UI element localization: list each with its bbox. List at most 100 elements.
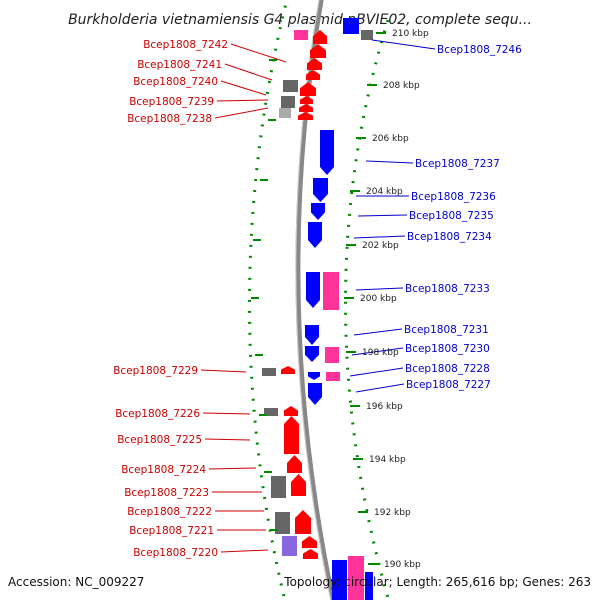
kbp-label-7: 196 kbp: [366, 402, 403, 412]
feature-other-26: [262, 368, 276, 376]
feature-violet-36: [282, 536, 297, 556]
leader-line-Bcep1808_7233: [355, 287, 404, 291]
kbp-label-2: 206 kbp: [372, 134, 409, 144]
feature-reverse-cds-39: [332, 560, 347, 600]
kbp-label-10: 190 kbp: [384, 560, 421, 570]
gene-label-Bcep1808_7225: Bcep1808_7225: [117, 434, 202, 446]
kbp-tick-labels: 210 kbp 208 kbp 206 kbp 204 kbp 202 kbp 200 k…: [344, 29, 429, 570]
map-title: Burkholderia vietnamiensis G4 plasmid pB…: [68, 12, 532, 28]
gene-label-Bcep1808_7236: Bcep1808_7236: [411, 191, 496, 203]
gene-label-Bcep1808_7237: Bcep1808_7237: [415, 158, 500, 170]
kbp-label-5: 200 kbp: [360, 294, 397, 304]
feature-other-34: [275, 512, 290, 534]
accession-text: Accession: NC_009227: [8, 575, 144, 589]
feature-forward-cds-10: [300, 96, 313, 104]
feature-other-7: [283, 80, 298, 92]
leader-line-Bcep1808_7234: [353, 235, 406, 239]
feature-reverse-cds-25: [308, 383, 322, 405]
gene-label-Bcep1808_7241: Bcep1808_7241: [137, 59, 222, 71]
kbp-label-0: 210 kbp: [392, 29, 429, 39]
feature-reverse-cds-17: [308, 222, 322, 248]
gene-label-Bcep1808_7228: Bcep1808_7228: [405, 363, 490, 375]
gene-label-Bcep1808_7227: Bcep1808_7227: [406, 379, 491, 391]
gene-label-Bcep1808_7235: Bcep1808_7235: [409, 210, 494, 222]
feature-rna-24: [326, 372, 340, 381]
gene-label-Bcep1808_7229: Bcep1808_7229: [113, 365, 198, 377]
kbp-label-1: 208 kbp: [383, 81, 420, 91]
feature-rna-22: [325, 347, 339, 363]
gene-label-Bcep1808_7221: Bcep1808_7221: [129, 525, 214, 537]
leader-line-Bcep1808_7228: [349, 367, 404, 377]
feature-reverse-cds-15: [313, 178, 328, 202]
feature-forward-cds-8: [300, 82, 316, 96]
leader-line-Bcep1808_7235: [357, 214, 408, 217]
leader-line-Bcep1808_7227: [355, 383, 405, 393]
gene-label-Bcep1808_7223: Bcep1808_7223: [124, 487, 209, 499]
feature-forward-cds-2: [310, 44, 326, 58]
kbp-label-6: 198 kbp: [362, 348, 399, 358]
feature-forward-cds-37: [302, 536, 317, 548]
leader-line-Bcep1808_7246: [371, 39, 436, 50]
gene-label-Bcep1808_7220: Bcep1808_7220: [133, 547, 218, 559]
kbp-label-9: 192 kbp: [374, 508, 411, 518]
gene-label-Bcep1808_7238: Bcep1808_7238: [127, 113, 212, 125]
feature-rna-19: [323, 272, 339, 310]
inner-tick-arc: [248, 0, 289, 600]
feature-reverse-cds-41: [365, 572, 373, 600]
feature-other-6: [361, 30, 373, 40]
leader-line-Bcep1808_7240: [220, 80, 267, 96]
leader-line-Bcep1808_7220: [220, 549, 269, 553]
feature-track: [251, 18, 373, 600]
summary-text: Topology: circular; Length: 265,616 bp; …: [283, 575, 591, 589]
feature-reverse-cds-23: [308, 372, 320, 380]
feature-reverse-cds-14: [320, 130, 334, 175]
backbone-arc-highlight: [295, 0, 332, 600]
outer-tick-arc: [344, 19, 391, 600]
label-leaders: [200, 39, 436, 553]
feature-reverse-cds-5: [343, 18, 359, 34]
gene-label-Bcep1808_7240: Bcep1808_7240: [133, 76, 218, 88]
feature-forward-cds-4: [306, 70, 320, 80]
feature-reverse-cds-20: [305, 325, 319, 345]
feature-forward-cds-35: [295, 510, 311, 534]
leader-line-Bcep1808_7226: [202, 412, 251, 415]
feature-forward-cds-29: [284, 406, 298, 416]
feature-rna-0: [294, 30, 308, 40]
gene-label-Bcep1808_7230: Bcep1808_7230: [405, 343, 490, 355]
feature-reverse-cds-18: [306, 272, 320, 308]
gene-label-Bcep1808_7226: Bcep1808_7226: [115, 408, 200, 420]
feature-other-33: [271, 476, 286, 498]
feature-forward-cds-11: [299, 104, 313, 112]
gene-label-Bcep1808_7246: Bcep1808_7246: [437, 44, 522, 56]
feature-reverse-cds-21: [305, 346, 319, 362]
feature-forward-cds-38: [303, 549, 318, 559]
feature-light-other-12: [279, 108, 291, 118]
kbp-label-3: 204 kbp: [366, 187, 403, 197]
gene-label-Bcep1808_7234: Bcep1808_7234: [407, 231, 492, 243]
feature-rna-40: [348, 556, 364, 600]
gene-label-Bcep1808_7239: Bcep1808_7239: [129, 96, 214, 108]
leader-line-Bcep1808_7241: [224, 63, 273, 81]
gene-label-Bcep1808_7233: Bcep1808_7233: [405, 283, 490, 295]
gene-label-Bcep1808_7224: Bcep1808_7224: [121, 464, 206, 476]
feature-forward-cds-27: [281, 366, 295, 374]
gene-label-Bcep1808_7222: Bcep1808_7222: [127, 506, 212, 518]
backbone-arc: [295, 0, 336, 600]
leader-line-Bcep1808_7224: [208, 467, 257, 470]
feature-forward-cds-1: [313, 30, 327, 44]
leader-line-Bcep1808_7225: [204, 438, 251, 441]
feature-other-28: [264, 408, 278, 416]
feature-forward-cds-13: [298, 112, 313, 120]
kbp-label-4: 202 kbp: [362, 241, 399, 251]
leader-line-Bcep1808_7231: [353, 328, 403, 336]
feature-reverse-cds-16: [311, 203, 325, 220]
gene-labels: Bcep1808_7242 Bcep1808_7241 Bcep1808_7240 B…: [113, 39, 522, 559]
gene-label-Bcep1808_7242: Bcep1808_7242: [143, 39, 228, 51]
gene-label-Bcep1808_7231: Bcep1808_7231: [404, 324, 489, 336]
feature-forward-cds-31: [287, 455, 302, 473]
feature-forward-cds-32: [291, 474, 306, 496]
feature-other-9: [281, 96, 295, 108]
leader-line-Bcep1808_7237: [365, 160, 414, 164]
